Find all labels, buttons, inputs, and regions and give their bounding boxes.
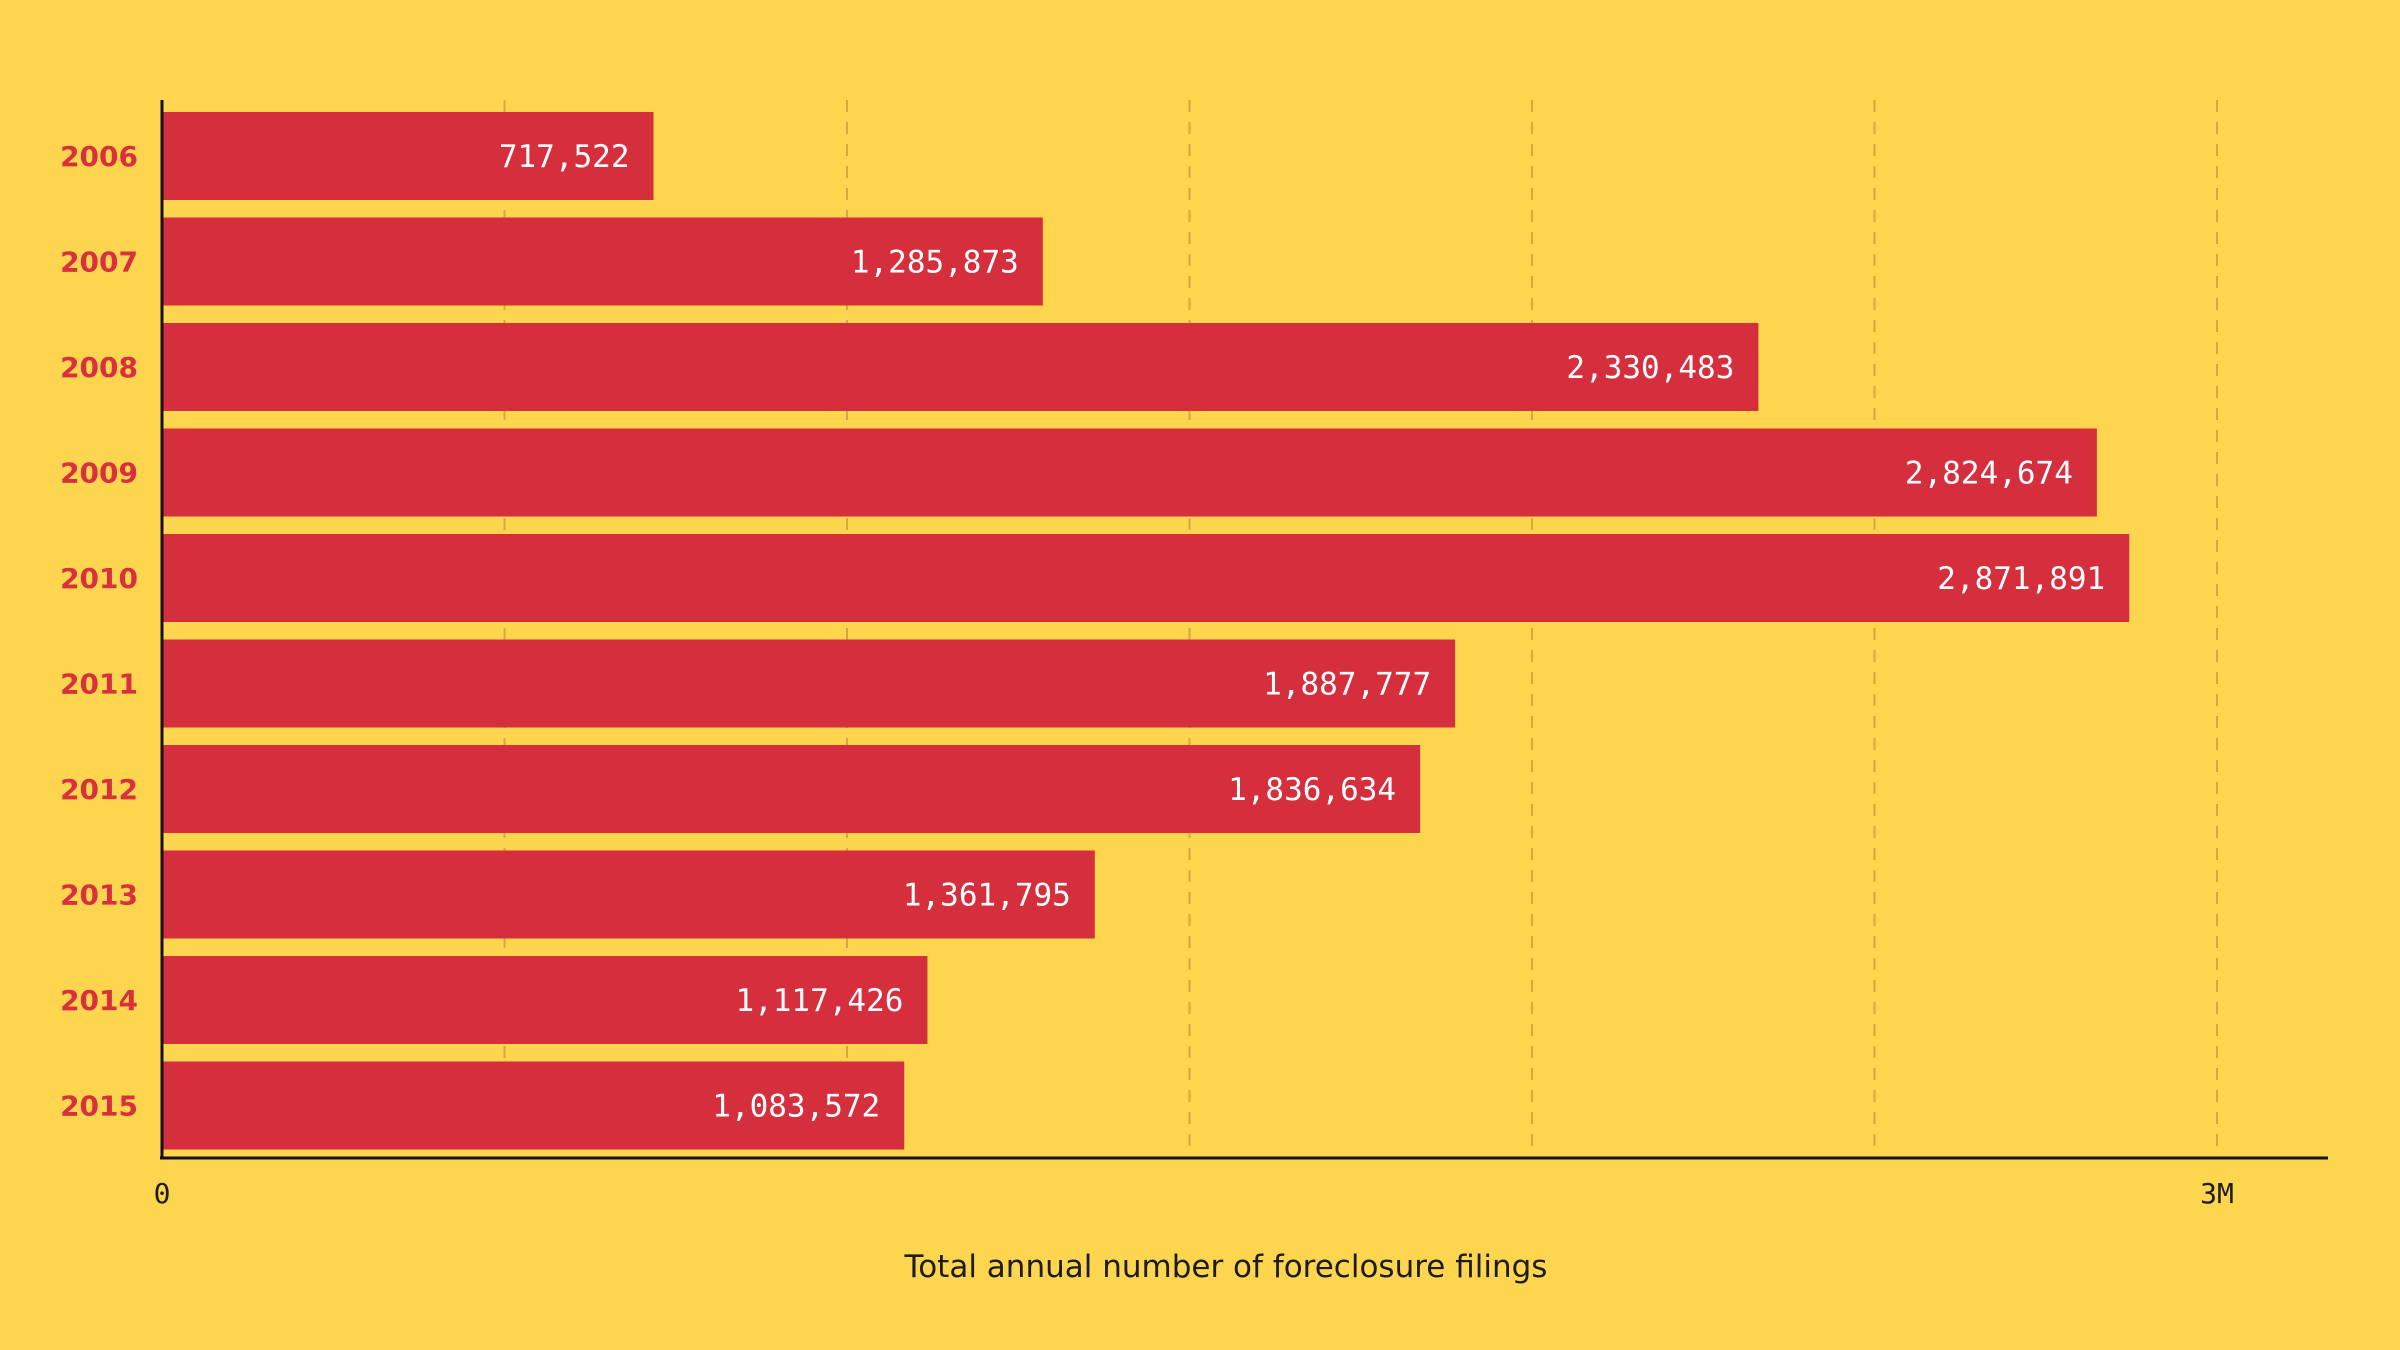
category-label-2014: 2014 <box>60 984 138 1017</box>
value-label-2010: 2,871,891 <box>1937 561 2105 597</box>
category-label-2010: 2010 <box>60 562 138 595</box>
x-tick-labels: 0 3M <box>154 1177 2234 1210</box>
value-label-2015: 1,083,572 <box>712 1089 880 1125</box>
value-label-2013: 1,361,795 <box>903 878 1071 914</box>
value-label-2014: 1,117,426 <box>735 983 903 1019</box>
value-label-2009: 2,824,674 <box>1905 456 2073 492</box>
category-label-2006: 2006 <box>60 140 138 173</box>
bar-2009 <box>162 428 2097 517</box>
x-tick-label: 0 <box>154 1177 171 1210</box>
bar-2010 <box>162 534 2130 622</box>
category-label-2012: 2012 <box>60 773 138 806</box>
bar-2013 <box>162 850 1095 939</box>
category-label-2011: 2011 <box>60 668 138 701</box>
x-tick-label: 3M <box>2200 1177 2234 1210</box>
value-label-2011: 1,887,777 <box>1263 667 1431 703</box>
category-label-2015: 2015 <box>60 1090 138 1123</box>
category-label-2009: 2009 <box>60 457 138 490</box>
value-label-2008: 2,330,483 <box>1566 350 1734 386</box>
bar-2006 <box>162 112 654 200</box>
category-label-2013: 2013 <box>60 879 138 912</box>
bar-2007 <box>162 217 1043 306</box>
x-axis-label: Total annual number of foreclosure filin… <box>904 1249 1548 1285</box>
bar-2014 <box>162 956 928 1044</box>
category-label-2007: 2007 <box>60 246 138 279</box>
value-labels: 717,522 1,285,873 2,330,483 2,824,674 2,871,… <box>499 139 2105 1125</box>
category-label-2008: 2008 <box>60 351 138 384</box>
category-labels: 2006 2007 2008 2009 2010 2011 2012 2013 2014 2015 <box>60 140 138 1123</box>
value-label-2006: 717,522 <box>499 139 630 175</box>
bar-2015 <box>162 1061 905 1150</box>
bar-2011 <box>162 639 1456 728</box>
value-label-2012: 1,836,634 <box>1228 772 1396 808</box>
value-label-2007: 1,285,873 <box>851 245 1019 281</box>
bar-2008 <box>162 323 1759 411</box>
bar-2012 <box>162 745 1421 833</box>
bars <box>162 112 2130 1150</box>
